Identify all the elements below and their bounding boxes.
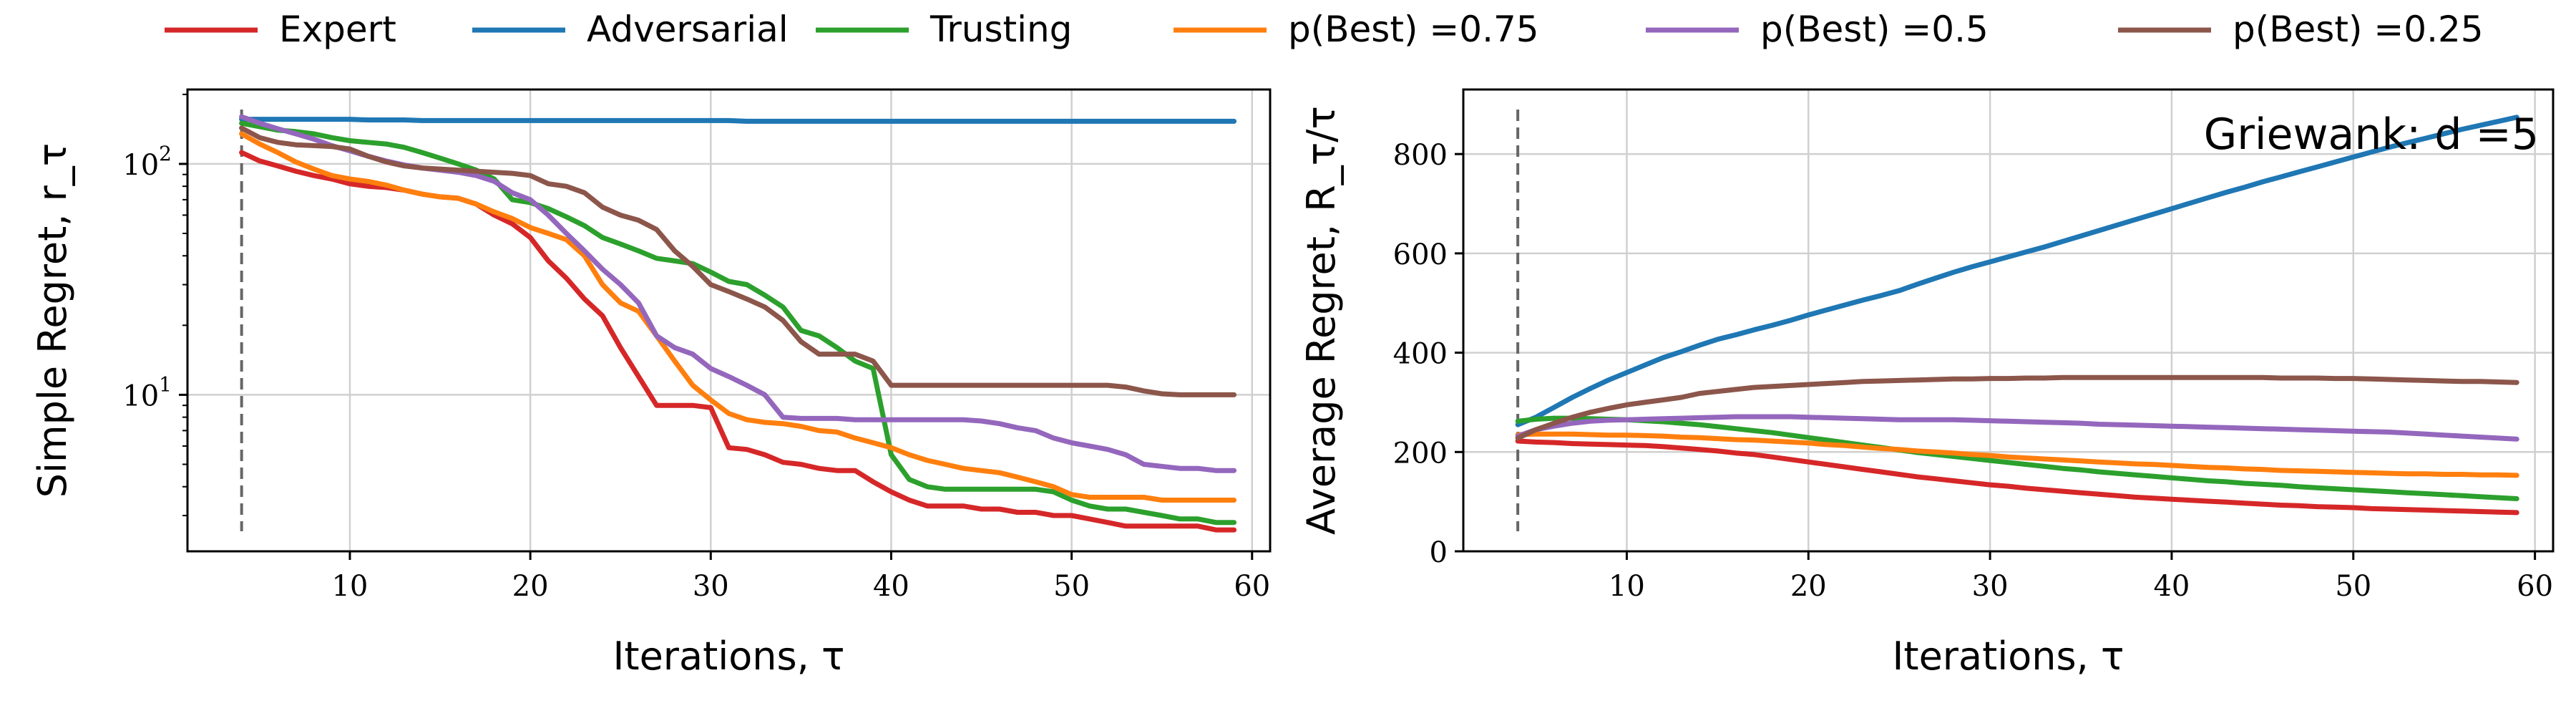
y-tick-label: 200 (1393, 437, 1448, 470)
legend-label-p-best-0-25: p(Best) =0.25 (2233, 9, 2484, 50)
chart-annotation: Griewank: d =5 (2204, 110, 2539, 160)
legend: Expert Adversarial Trusting p(Best) =0.75 p(… (165, 9, 2484, 50)
x-tick-label: 30 (1972, 570, 2009, 603)
y-tick-label: 600 (1393, 238, 1448, 271)
series-line-p-best-0-75 (239, 131, 1237, 503)
legend-label-expert: Expert (279, 9, 396, 50)
x-tick-label: 60 (2517, 570, 2553, 603)
y-tick-label: 400 (1393, 338, 1448, 371)
legend-label-adversarial: Adversarial (587, 9, 789, 50)
series-line-adversarial (1515, 115, 2519, 427)
x-tick-label: 10 (1609, 570, 1645, 603)
legend-label-p-best-0-5: p(Best) =0.5 (1760, 9, 1989, 50)
x-tick-label: 10 (331, 570, 368, 603)
series-line-trusting (1515, 415, 2519, 501)
plot-frame (186, 88, 1272, 553)
y-tick-label: 800 (1393, 139, 1448, 172)
y-axis-label: Simple Regret, r_τ (30, 143, 75, 498)
legend-label-trusting: Trusting (930, 9, 1072, 50)
plot-frame (1462, 88, 2555, 553)
x-tick-label: 60 (1234, 570, 1270, 603)
x-tick-label: 40 (2153, 570, 2190, 603)
legend-label-p-best-0-75: p(Best) =0.75 (1288, 9, 1539, 50)
series-line-trusting (239, 120, 1237, 526)
x-tick-label: 30 (693, 570, 729, 603)
x-axis-label: Iterations, τ (1892, 634, 2124, 679)
x-axis-label: Iterations, τ (613, 634, 844, 679)
x-tick-label: 20 (1790, 570, 1827, 603)
y-tick-label: 102 (122, 142, 172, 182)
series-line-expert (1515, 438, 2519, 516)
series-line-expert (239, 150, 1237, 533)
y-tick-label: 101 (122, 372, 172, 412)
y-axis-label: Average Regret, R_τ/τ (1299, 106, 1344, 535)
series-line-p-best-0-25 (239, 125, 1237, 397)
x-tick-label: 50 (2335, 570, 2371, 603)
x-tick-label: 20 (512, 570, 549, 603)
series-line-adversarial (239, 117, 1237, 124)
x-tick-label: 40 (873, 570, 909, 603)
series-line-p-best-0-5 (1515, 414, 2519, 442)
simple-regret-chart: 10 20 30 40 50 60 101 102 Iterations, τ Simple Re… (30, 88, 1272, 679)
series-line-p-best-0-75 (1515, 431, 2519, 478)
y-tick-label: 0 (1430, 536, 1448, 569)
x-tick-label: 50 (1053, 570, 1090, 603)
series-line-p-best-0-25 (1515, 374, 2519, 441)
